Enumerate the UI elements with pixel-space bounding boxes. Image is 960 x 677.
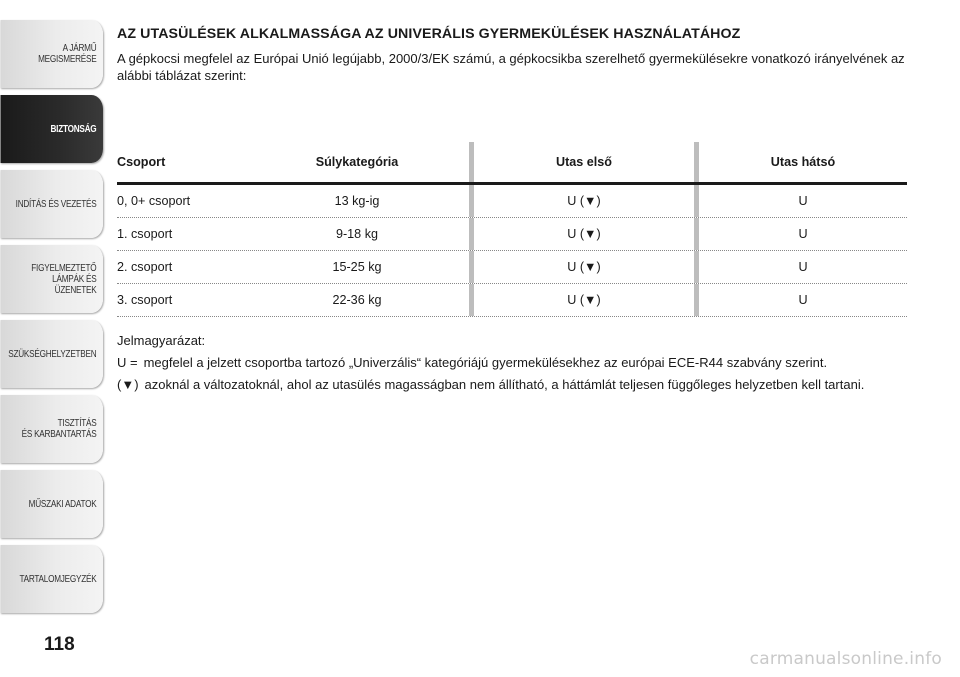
legend-item-u: U = megfelel a jelzett csoportba tartozó… (117, 354, 907, 372)
cell-rear: U (798, 293, 808, 307)
tab-label: TISZTÍTÁS ÉS KARBANTARTÁS (21, 418, 97, 440)
legend-title: Jelmagyarázat: (117, 333, 206, 348)
tab-label: A JÁRMŰ MEGISMERÉSE (38, 43, 97, 65)
chapter-sidebar: A JÁRMŰ MEGISMERÉSE BIZTONSÁG INDÍTÁS ÉS… (0, 20, 103, 620)
cell-front: U (▼) (474, 284, 699, 316)
cell-group: 1. csoport (117, 227, 173, 241)
header-sulykategoria: Súlykategória (245, 142, 474, 182)
legend-text: azoknál a változatoknál, ahol az utasülé… (144, 377, 865, 392)
section-heading: AZ UTASÜLÉSEK ALKALMASSÁGA AZ UNIVERÁLIS… (117, 26, 741, 42)
header-utas-hatso: Utas hátsó (770, 155, 836, 169)
legend-key: (▼) (117, 377, 139, 392)
cell-front: U (▼) (474, 185, 699, 217)
tab-label: FIGYELMEZTETŐ LÁMPÁK ÉS ÜZENETEK (31, 262, 97, 296)
tab-label: BIZTONSÁG (50, 123, 97, 135)
child-seat-table: Csoport Súlykategória Utas első Utas hát… (117, 142, 907, 317)
cell-front: U (▼) (474, 218, 699, 250)
table-row: 3. csoport 22-36 kg U (▼) U (117, 284, 907, 317)
tab-a-jarmu-megismerese[interactable]: A JÁRMŰ MEGISMERÉSE (0, 20, 103, 88)
tab-tisztitas[interactable]: TISZTÍTÁS ÉS KARBANTARTÁS (0, 395, 103, 463)
legend-key: U = (117, 355, 138, 370)
cell-front: U (▼) (474, 251, 699, 283)
page-number: 118 (44, 634, 75, 655)
tab-szukseghelyzetben[interactable]: SZÜKSÉGHELYZETBEN (0, 320, 103, 388)
cell-group: 2. csoport (117, 260, 173, 274)
cell-weight: 22-36 kg (245, 284, 474, 316)
cell-rear: U (798, 194, 808, 208)
cell-group: 0, 0+ csoport (117, 194, 191, 208)
legend-text: megfelel a jelzett csoportba tartozó „Un… (143, 355, 828, 370)
table-row: 0, 0+ csoport 13 kg-ig U (▼) U (117, 185, 907, 218)
tab-label: TARTALOMJEGYZÉK (19, 573, 97, 585)
tab-label: MŰSZAKI ADATOK (28, 498, 97, 510)
intro-paragraph: A gépkocsi megfelel az Európai Unió legú… (117, 51, 905, 83)
cell-rear: U (798, 227, 808, 241)
tab-figyelmezteto-lampak[interactable]: FIGYELMEZTETŐ LÁMPÁK ÉS ÜZENETEK (0, 245, 103, 313)
tab-muszaki-adatok[interactable]: MŰSZAKI ADATOK (0, 470, 103, 538)
cell-weight: 9-18 kg (245, 218, 474, 250)
cell-weight: 13 kg-ig (245, 185, 474, 217)
table-header-row: Csoport Súlykategória Utas első Utas hát… (117, 142, 907, 185)
cell-rear: U (798, 260, 808, 274)
tab-inditas-es-vezetes[interactable]: INDÍTÁS ÉS VEZETÉS (0, 170, 103, 238)
tab-tartalomjegyzek[interactable]: TARTALOMJEGYZÉK (0, 545, 103, 613)
watermark: carmanualsonline.info (749, 649, 942, 669)
legend: Jelmagyarázat: U = megfelel a jelzett cs… (117, 332, 907, 398)
page-content: AZ UTASÜLÉSEK ALKALMASSÁGA AZ UNIVERÁLIS… (117, 26, 907, 392)
header-csoport: Csoport (117, 155, 166, 169)
cell-group: 3. csoport (117, 293, 173, 307)
legend-item-triangle: (▼) azoknál a változatoknál, ahol az uta… (117, 376, 907, 394)
table-row: 2. csoport 15-25 kg U (▼) U (117, 251, 907, 284)
tab-label: INDÍTÁS ÉS VEZETÉS (15, 198, 97, 210)
tab-biztonsag[interactable]: BIZTONSÁG (0, 95, 103, 163)
table-row: 1. csoport 9-18 kg U (▼) U (117, 218, 907, 251)
tab-label: SZÜKSÉGHELYZETBEN (8, 348, 97, 360)
cell-weight: 15-25 kg (245, 251, 474, 283)
header-utas-elso: Utas első (474, 142, 699, 182)
